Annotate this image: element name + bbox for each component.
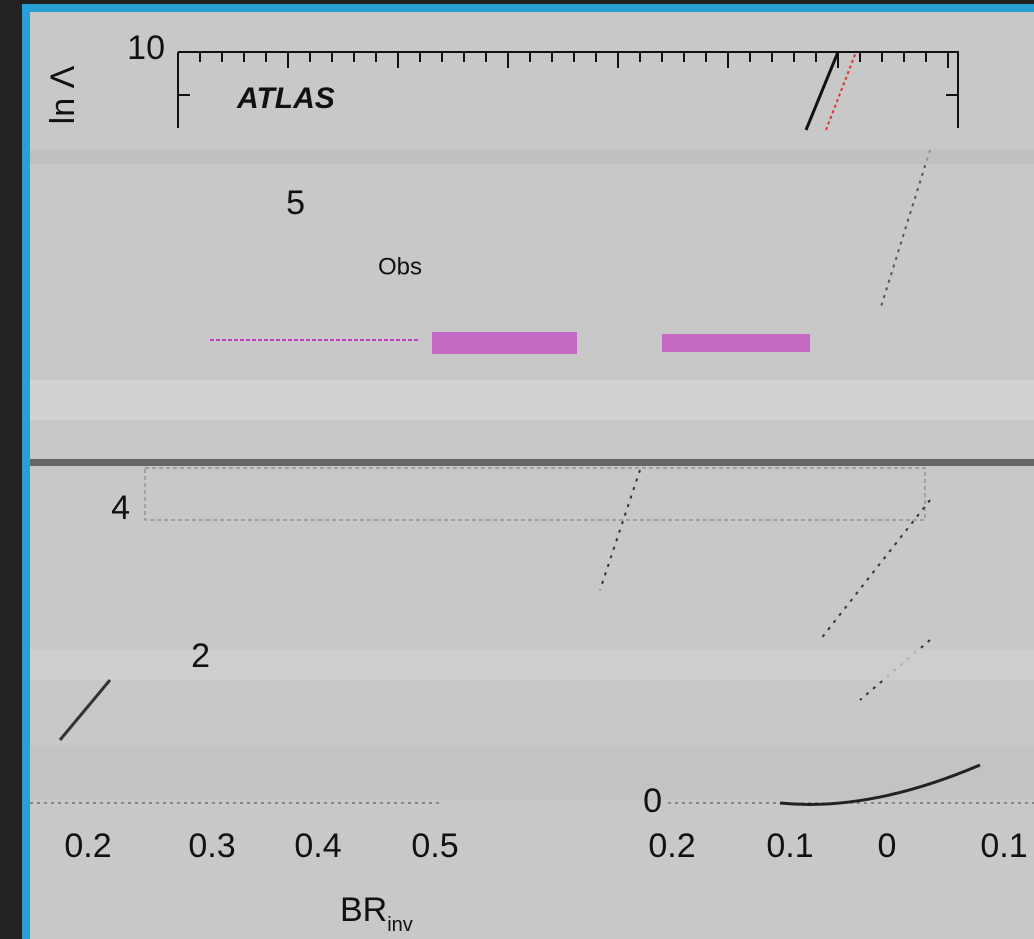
- x-tick-label: 0.5: [411, 827, 458, 865]
- noise-band: [30, 150, 1034, 164]
- legend-entry: Obs: [378, 253, 422, 280]
- x-tick-label: 0.1: [980, 827, 1027, 865]
- band: [432, 332, 577, 354]
- x-tick-label: 0: [878, 827, 897, 865]
- x-axis-label-main: BR: [340, 891, 387, 929]
- y-tick-label: 0: [643, 782, 662, 820]
- y-tick-label: 5: [286, 184, 305, 222]
- noise-band: [30, 745, 1034, 800]
- y-tick-label: 10: [127, 29, 165, 67]
- noise-band: [30, 650, 1034, 680]
- screenshot: ln Λ ATLAS Obs 10 5 4 2 0 0.2 0.3 0.4 0.…: [0, 0, 1034, 939]
- separator: [30, 459, 1034, 466]
- x-tick-label: 0.1: [766, 827, 813, 865]
- x-axis-label-sub: inv: [387, 914, 413, 936]
- x-tick-label: 0.2: [64, 827, 111, 865]
- noise-band: [30, 380, 1034, 420]
- y-axis-label: ln Λ: [44, 65, 82, 124]
- experiment-label: ATLAS: [236, 82, 335, 115]
- x-tick-label: 0.4: [294, 827, 341, 865]
- y-tick-label: 4: [111, 489, 130, 527]
- x-tick-label: 0.3: [188, 827, 235, 865]
- page: ln Λ ATLAS Obs 10 5 4 2 0 0.2 0.3 0.4 0.…: [0, 0, 1034, 939]
- band: [662, 334, 810, 352]
- y-tick-label: 2: [191, 637, 210, 675]
- x-tick-label: 0.2: [648, 827, 695, 865]
